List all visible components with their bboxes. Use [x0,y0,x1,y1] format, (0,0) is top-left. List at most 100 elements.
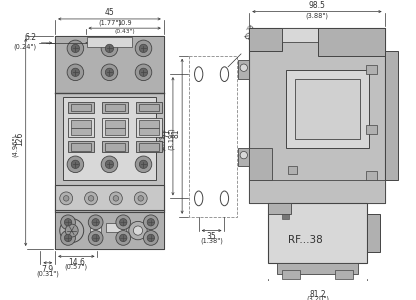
Text: 71: 71 [162,129,171,138]
Text: 98.5: 98.5 [309,1,325,10]
Bar [102,141,128,152]
Circle shape [144,215,158,230]
Circle shape [71,68,79,76]
Bar [268,203,367,263]
Circle shape [135,64,152,81]
Circle shape [135,40,152,57]
Bar [55,35,164,249]
Text: 6.2: 6.2 [25,33,37,42]
Bar [249,148,272,180]
Bar [367,214,380,252]
Circle shape [116,231,131,245]
Circle shape [65,224,78,237]
Text: (0.24"): (0.24") [14,44,37,50]
Text: RF...38: RF...38 [288,235,323,245]
Bar [249,28,384,203]
Text: 126: 126 [15,131,24,146]
Circle shape [88,231,103,245]
Bar [136,102,162,113]
Circle shape [61,215,75,230]
Bar [238,148,249,166]
Bar [102,102,128,113]
Bar [136,141,162,152]
Text: 10.9: 10.9 [117,20,132,26]
Text: (2.79"): (2.79") [159,128,166,151]
Circle shape [67,64,84,81]
Bar [268,203,291,214]
Circle shape [105,160,114,169]
Bar [282,28,318,42]
Text: (0.43"): (0.43") [114,29,135,34]
Circle shape [113,196,119,201]
Circle shape [105,44,114,52]
Text: (3.88"): (3.88") [305,13,328,19]
Circle shape [134,192,147,205]
Circle shape [119,219,127,226]
Bar [190,56,238,217]
Text: (3.20"): (3.20") [306,296,329,300]
Bar [366,125,377,134]
Circle shape [139,68,148,76]
Bar [71,120,91,128]
Circle shape [60,192,73,205]
Circle shape [147,219,154,226]
Circle shape [92,219,99,226]
Circle shape [101,40,118,57]
Circle shape [64,219,72,226]
Text: 81.2: 81.2 [309,290,326,299]
Text: 45: 45 [104,8,114,17]
Circle shape [129,221,147,240]
Bar [71,103,91,111]
Circle shape [60,219,84,242]
Circle shape [64,196,69,201]
Bar [249,180,384,203]
Circle shape [139,160,148,169]
Bar [295,79,360,139]
Bar [68,102,94,113]
Circle shape [147,234,154,242]
Bar [139,128,159,135]
Bar [366,171,377,180]
Circle shape [92,234,99,242]
Bar [139,103,159,111]
Circle shape [84,192,97,205]
Circle shape [144,231,158,245]
Text: Ø4.2: Ø4.2 [241,31,260,50]
Circle shape [116,215,131,230]
Text: (3.19"): (3.19") [168,128,175,150]
Text: 14.6: 14.6 [68,258,85,267]
Circle shape [101,64,118,81]
Bar [282,214,289,219]
Bar [62,97,156,180]
Text: (1.77"): (1.77") [98,20,121,26]
Bar [277,263,358,274]
Bar [90,223,101,232]
Bar [68,118,94,137]
Bar [238,60,249,79]
Bar [318,28,384,56]
Circle shape [67,156,84,172]
Bar [288,166,297,173]
Bar [105,128,125,135]
Bar [105,143,125,151]
Circle shape [101,156,118,172]
Bar [55,212,164,249]
Bar [384,51,399,180]
Bar [55,35,164,93]
Bar [139,120,159,128]
Ellipse shape [220,67,229,82]
Bar [71,128,91,135]
Ellipse shape [195,67,203,82]
Ellipse shape [220,191,229,206]
Circle shape [119,234,127,242]
Bar [249,28,282,51]
Bar [71,143,91,151]
Bar [105,103,125,111]
Circle shape [240,152,248,159]
Bar [55,210,164,249]
Text: (0.17"): (0.17") [245,24,265,45]
Bar [286,70,369,148]
Text: 81: 81 [171,129,180,138]
Circle shape [67,40,84,57]
Circle shape [135,156,152,172]
